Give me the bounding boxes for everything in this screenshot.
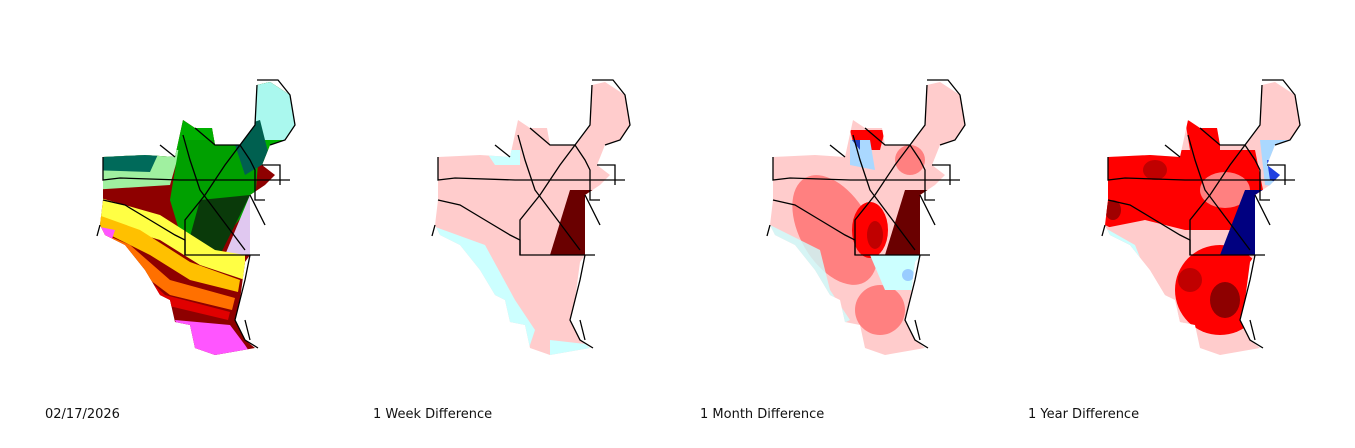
map-year — [1101, 79, 1301, 355]
map-current — [100, 82, 295, 355]
map-week — [431, 79, 631, 355]
caption: 02/17/2026 — [45, 407, 120, 422]
caption: 1 Month Difference — [700, 407, 825, 422]
caption: 1 Week Difference — [373, 407, 493, 422]
map-month — [766, 79, 966, 355]
caption: 1 Year Difference — [1028, 407, 1140, 422]
